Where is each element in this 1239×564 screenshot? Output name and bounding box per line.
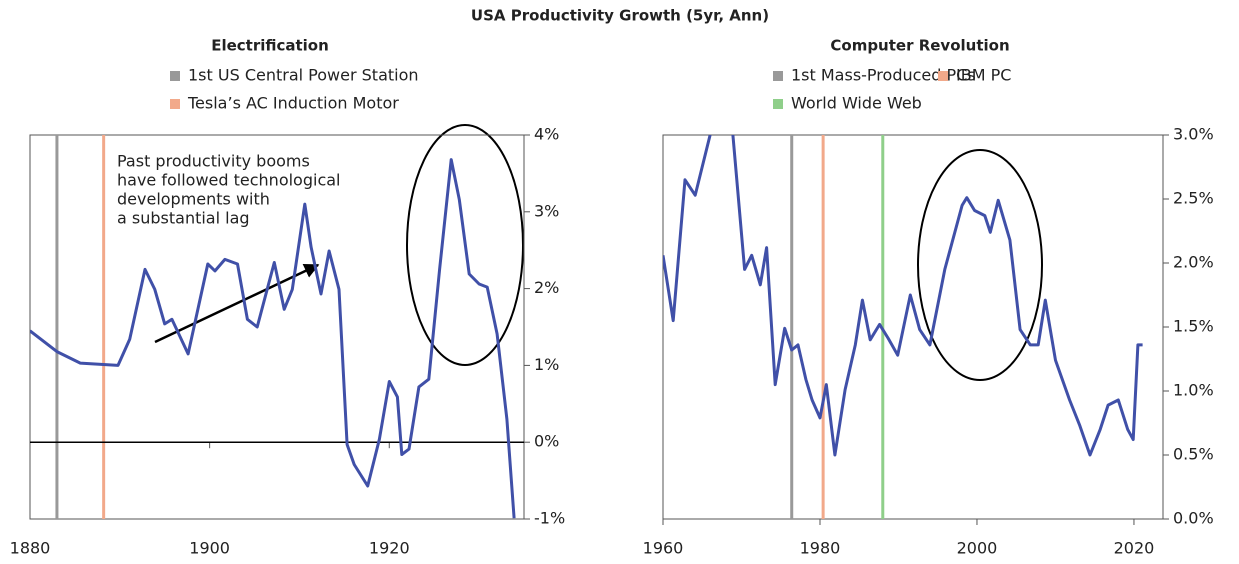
x-tick-label: 1980 bbox=[800, 539, 841, 558]
y-tick-label: 2.5% bbox=[1173, 189, 1214, 208]
y-tick-label: 1% bbox=[534, 355, 559, 374]
legend-label: Tesla’s AC Induction Motor bbox=[187, 94, 399, 113]
plot-frame bbox=[29, 134, 525, 520]
y-tick-label: 1.0% bbox=[1173, 381, 1214, 400]
y-tick-label: 3% bbox=[534, 201, 559, 220]
legend-label: 1st US Central Power Station bbox=[188, 66, 419, 85]
chart-title: Electrification bbox=[211, 37, 329, 55]
annotation: developments with bbox=[117, 190, 270, 209]
y-tick-label: 2% bbox=[534, 278, 559, 297]
y-tick-label: -1% bbox=[534, 509, 565, 528]
legend-swatch bbox=[938, 71, 948, 81]
y-tick-label: 3.0% bbox=[1173, 125, 1214, 144]
annotation: have followed technological bbox=[117, 171, 340, 190]
legend-swatch bbox=[170, 99, 180, 109]
highlight-ellipse bbox=[406, 124, 524, 366]
x-tick-label: 1880 bbox=[10, 539, 51, 558]
main-title: USA Productivity Growth (5yr, Ann) bbox=[471, 7, 769, 25]
legend-label: World Wide Web bbox=[791, 94, 922, 113]
arrow bbox=[154, 263, 320, 344]
data-line bbox=[30, 158, 516, 519]
legend-label: 1st Mass-Produced PCs bbox=[791, 66, 976, 85]
x-tick-label: 1920 bbox=[369, 539, 410, 558]
highlight-ellipse bbox=[917, 149, 1043, 381]
legend-swatch bbox=[170, 71, 180, 81]
y-tick-label: 2.0% bbox=[1173, 253, 1214, 272]
chart-title: Computer Revolution bbox=[830, 37, 1009, 55]
legend-label: IBM PC bbox=[956, 66, 1011, 85]
legend-swatch bbox=[773, 71, 783, 81]
data-line bbox=[663, 135, 1143, 457]
y-tick-label: 0.5% bbox=[1173, 445, 1214, 464]
y-tick-label: 0.0% bbox=[1173, 509, 1214, 528]
y-tick-label: 1.5% bbox=[1173, 317, 1214, 336]
y-tick-label: 4% bbox=[534, 125, 559, 144]
x-tick-label: 2020 bbox=[1114, 539, 1155, 558]
x-tick-label: 1900 bbox=[189, 539, 230, 558]
x-tick-label: 2000 bbox=[957, 539, 998, 558]
annotation: a substantial lag bbox=[117, 209, 250, 228]
legend-swatch bbox=[773, 99, 783, 109]
y-tick-label: 0% bbox=[534, 432, 559, 451]
annotation: Past productivity booms bbox=[117, 152, 310, 171]
x-tick-label: 1960 bbox=[643, 539, 684, 558]
